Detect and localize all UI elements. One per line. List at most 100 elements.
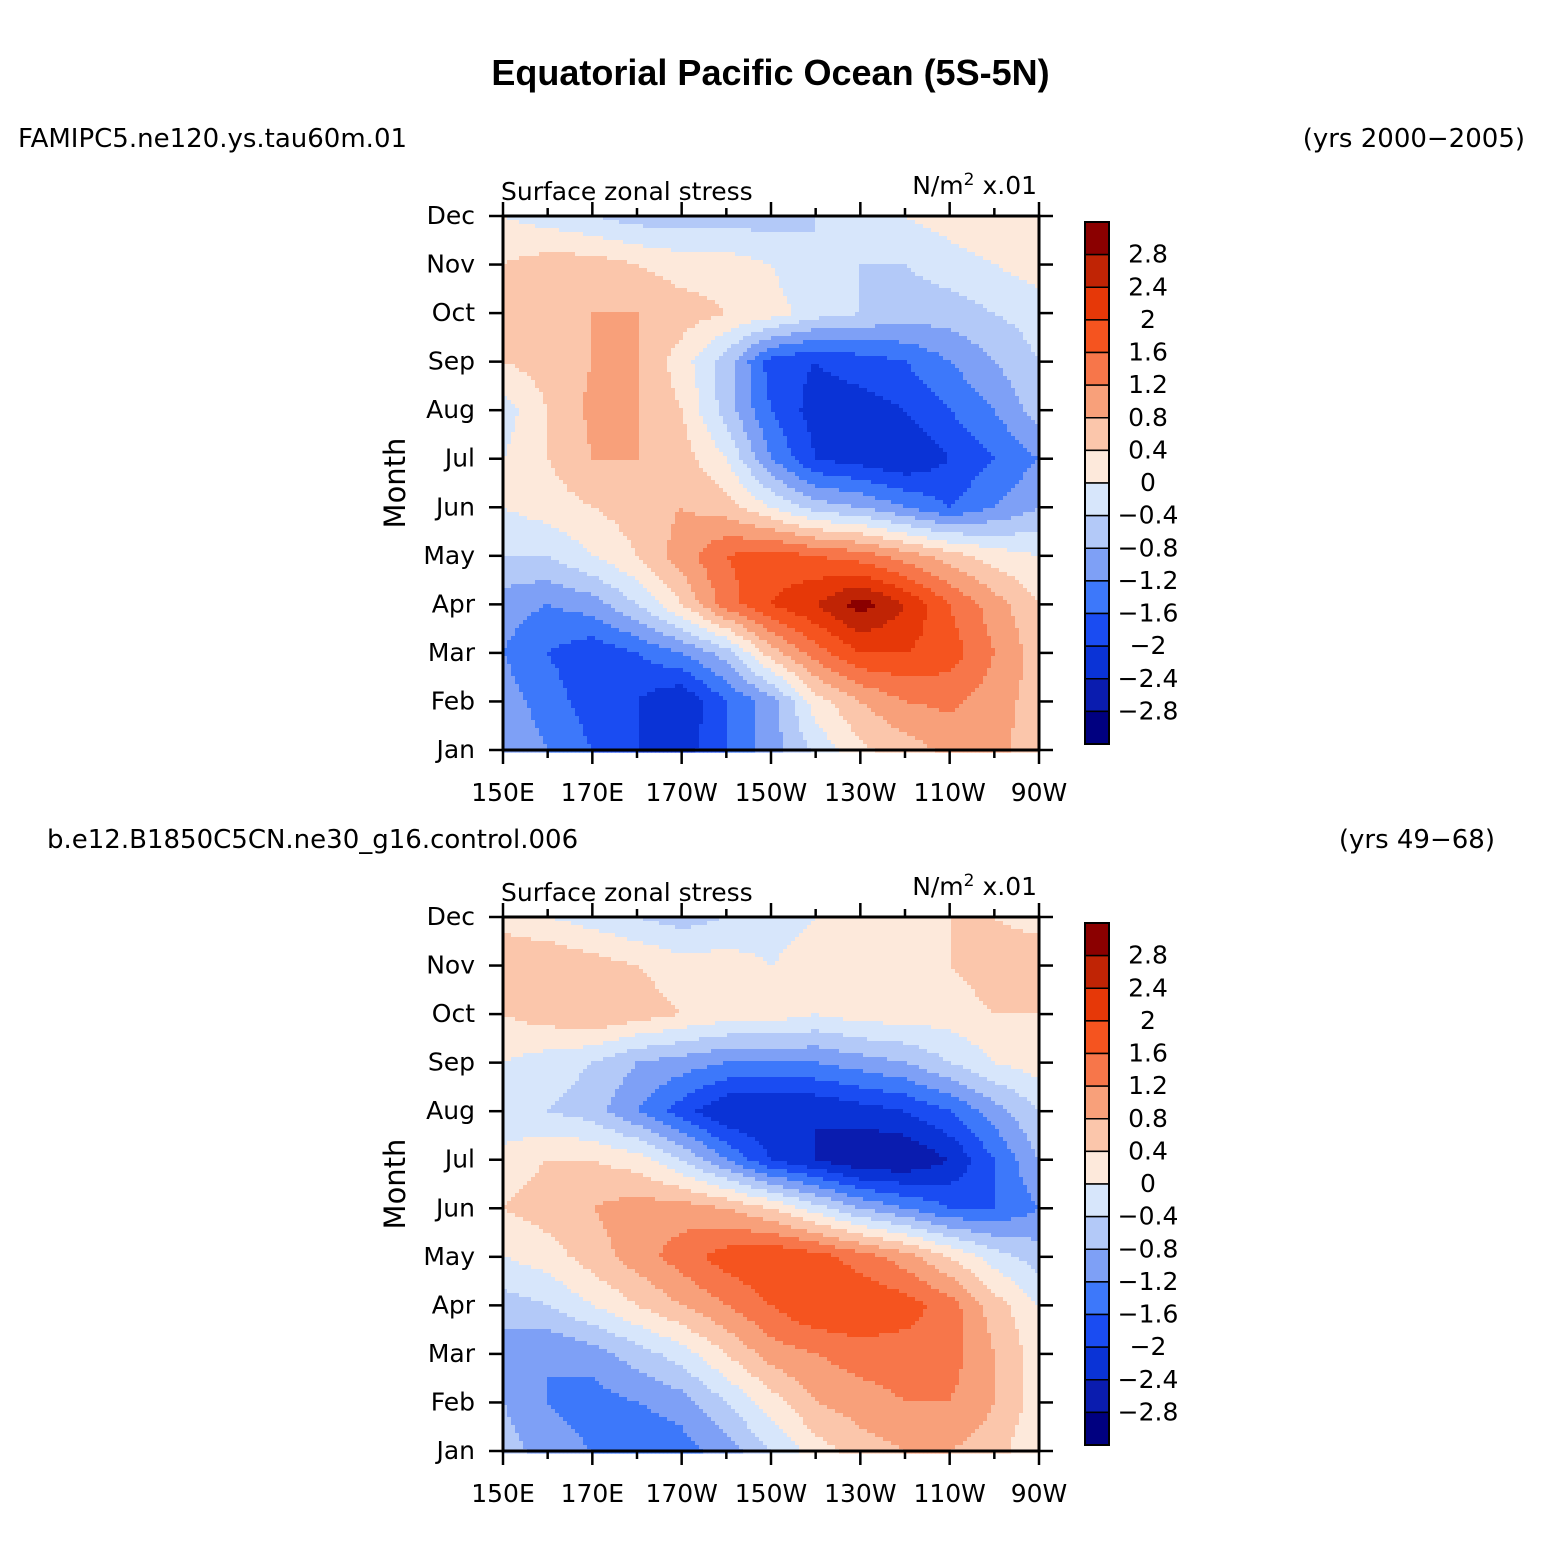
colorbar-swatch	[1085, 287, 1109, 320]
x-tick-label: 150W	[735, 778, 807, 807]
colorbar-label: −1.2	[1118, 1267, 1179, 1296]
colorbar-swatch	[1085, 1086, 1109, 1119]
panel-units-label: N/m2 x.01	[912, 170, 1037, 200]
x-tick-label: 90W	[1011, 1479, 1068, 1508]
y-axis-label: Month	[378, 1139, 412, 1230]
y-tick-label: May	[423, 1242, 475, 1271]
colorbar-label: 0.4	[1128, 1136, 1168, 1165]
colorbar-swatch	[1085, 1282, 1109, 1315]
colorbar-label: −0.4	[1118, 1202, 1179, 1231]
x-tick-label: 170W	[645, 1479, 717, 1508]
y-tick-label: Nov	[426, 250, 475, 279]
colorbar-label: −1.2	[1118, 566, 1179, 595]
colorbar-swatch	[1085, 646, 1109, 679]
colorbar-swatch	[1085, 450, 1109, 483]
y-tick-label: Mar	[428, 1339, 476, 1368]
y-tick-label: Apr	[432, 1290, 476, 1319]
colorbar-swatch	[1085, 222, 1109, 255]
y-tick-label: Dec	[427, 201, 475, 230]
y-tick-label: Jan	[434, 735, 475, 764]
colorbar-label: 2	[1140, 1006, 1156, 1035]
colorbar-swatch	[1085, 320, 1109, 353]
colorbar-swatch	[1085, 1151, 1109, 1184]
y-tick-label: Jul	[443, 1145, 475, 1174]
colorbar-label: 2	[1140, 305, 1156, 334]
colorbar-label: −1.6	[1118, 1300, 1179, 1329]
colorbar-label: −2.8	[1118, 1397, 1179, 1426]
x-tick-label: 130W	[824, 1479, 896, 1508]
colorbar-swatch	[1085, 255, 1109, 288]
x-tick-label: 150E	[471, 778, 535, 807]
figure-title: Equatorial Pacific Ocean (5S-5N)	[0, 52, 1541, 94]
y-tick-label: Jun	[434, 1193, 475, 1222]
colorbar-swatch	[1085, 1021, 1109, 1054]
colorbar-label: −2	[1130, 631, 1167, 660]
x-tick-label: 130W	[824, 778, 896, 807]
y-tick-label: Oct	[432, 999, 475, 1028]
colorbar-label: 0.4	[1128, 435, 1168, 464]
colorbar-swatch	[1085, 1347, 1109, 1380]
colorbar-swatch	[1085, 483, 1109, 516]
colorbar-label: 1.6	[1128, 338, 1168, 367]
colorbar-swatch	[1085, 1249, 1109, 1282]
colorbar-label: 0.8	[1128, 403, 1168, 432]
colorbar-swatch	[1085, 956, 1109, 989]
colorbar-label: 1.2	[1128, 1071, 1168, 1100]
colorbar-label: 0.8	[1128, 1104, 1168, 1133]
colorbar-swatch	[1085, 1184, 1109, 1217]
colorbar-swatch	[1085, 385, 1109, 418]
y-tick-label: Aug	[426, 1096, 475, 1125]
colorbar-label: 1.2	[1128, 370, 1168, 399]
colorbar-swatch	[1085, 1217, 1109, 1250]
x-tick-label: 90W	[1011, 778, 1068, 807]
y-tick-label: Sep	[428, 347, 475, 376]
colorbar-swatch	[1085, 923, 1109, 956]
panel-left-label: Surface zonal stress	[501, 878, 753, 907]
colorbar-label: 0	[1140, 468, 1156, 497]
colorbar-label: −0.8	[1118, 1234, 1179, 1263]
y-tick-label: Jan	[434, 1436, 475, 1465]
x-tick-label: 110W	[913, 778, 985, 807]
x-tick-label: 150W	[735, 1479, 807, 1508]
colorbar-label: 1.6	[1128, 1039, 1168, 1068]
colorbar	[1085, 222, 1109, 744]
x-tick-label: 150E	[471, 1479, 535, 1508]
colorbar-swatch	[1085, 711, 1109, 744]
x-tick-label: 170W	[645, 778, 717, 807]
y-tick-label: May	[423, 541, 475, 570]
y-tick-label: Jun	[434, 492, 475, 521]
case-label-top: FAMIPC5.ne120.ys.tau60m.01	[18, 124, 407, 154]
colorbar-label: −1.6	[1118, 599, 1179, 628]
colorbar-label: −2.4	[1118, 664, 1179, 693]
y-tick-label: Feb	[431, 1387, 475, 1416]
x-tick-label: 170E	[561, 1479, 625, 1508]
colorbar	[1085, 923, 1109, 1445]
colorbar-swatch	[1085, 516, 1109, 549]
colorbar-swatch	[1085, 1315, 1109, 1348]
contour-fill	[503, 917, 1040, 1454]
colorbar-swatch	[1085, 418, 1109, 451]
y-tick-label: Nov	[426, 951, 475, 980]
y-tick-label: Dec	[427, 902, 475, 931]
colorbar-swatch	[1085, 679, 1109, 712]
x-tick-label: 170E	[561, 778, 625, 807]
panel-units-label: N/m2 x.01	[912, 871, 1037, 901]
colorbar-label: −0.4	[1118, 501, 1179, 530]
colorbar-swatch	[1085, 988, 1109, 1021]
colorbar-label: 2.4	[1128, 973, 1168, 1002]
colorbar-swatch	[1085, 1412, 1109, 1445]
y-tick-label: Oct	[432, 298, 475, 327]
colorbar-label: 2.8	[1128, 240, 1168, 269]
contour-fill	[503, 216, 1040, 753]
y-axis-label: Month	[378, 438, 412, 529]
y-tick-label: Jul	[443, 444, 475, 473]
colorbar-swatch	[1085, 1054, 1109, 1087]
colorbar-label: −0.8	[1118, 533, 1179, 562]
contour-panel-bottom: Surface zonal stress N/m2 x.01 150E 170E 170…	[0, 861, 1541, 1561]
colorbar-swatch	[1085, 1119, 1109, 1152]
y-tick-label: Aug	[426, 395, 475, 424]
colorbar-swatch	[1085, 614, 1109, 647]
colorbar-label: −2	[1130, 1332, 1167, 1361]
colorbar-label: −2.4	[1118, 1365, 1179, 1394]
